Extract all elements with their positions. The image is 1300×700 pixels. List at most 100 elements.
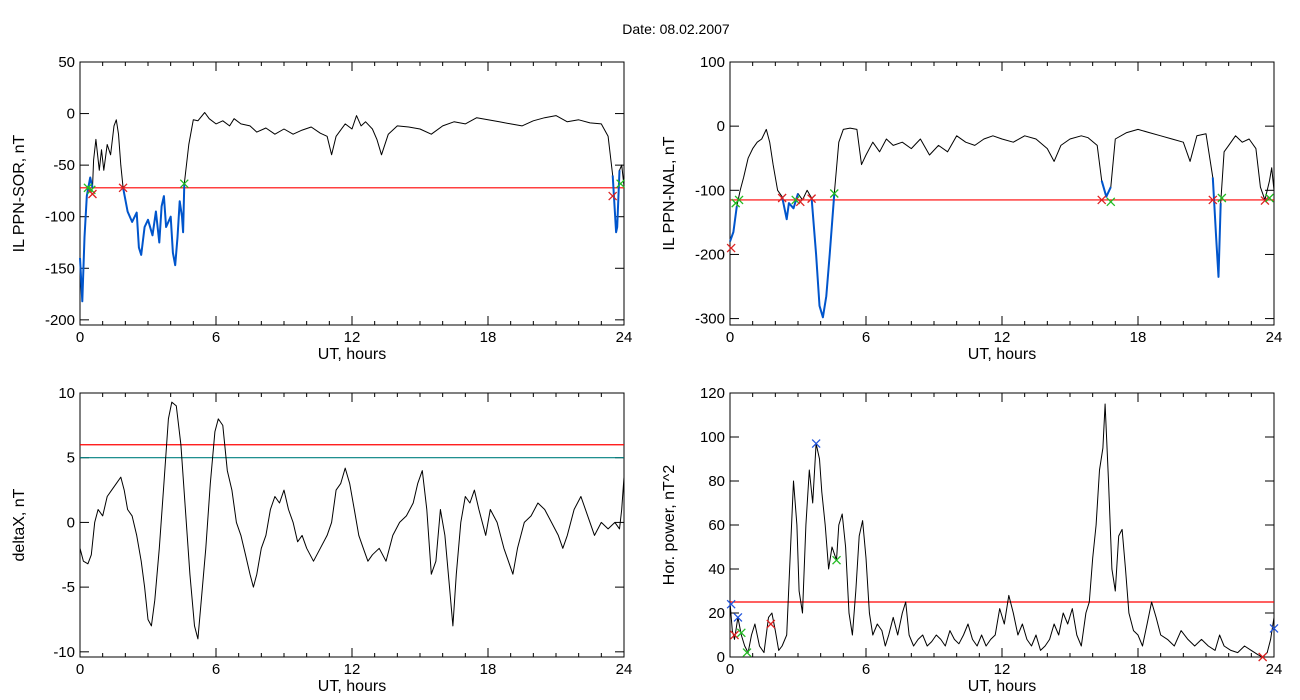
- deltax-x-axis-label: UT, hours: [318, 678, 386, 695]
- nal-x-tick-label: 6: [862, 329, 870, 346]
- nal-marker: [1106, 197, 1116, 207]
- nal-marker: [777, 193, 787, 203]
- nal-y-tick-label: -300: [695, 311, 725, 328]
- deltax-y-axis-label: deltaX, nT: [11, 488, 28, 561]
- panel-nal: 0 6 12 18 24 100 0 -100 -200 -300 UT, hours IL PP…: [661, 54, 1282, 363]
- power-marker: [811, 439, 821, 449]
- nal-marker: [1265, 193, 1274, 203]
- nal-marker-stroke: [1265, 193, 1274, 203]
- deltax-x-tick-label: 0: [76, 661, 84, 678]
- nal-marker: [734, 195, 744, 205]
- nal-y-tick-label: -100: [695, 182, 725, 199]
- nal-marker-stroke: [726, 243, 736, 253]
- sor-y-tick-label: -150: [45, 260, 75, 277]
- nal-marker: [1208, 195, 1218, 205]
- power-marker: [736, 628, 746, 638]
- sor-y-tick-label: -200: [45, 312, 75, 329]
- power-y-tick-label: 120: [700, 385, 725, 402]
- power-y-tick-label: 100: [700, 429, 725, 446]
- nal-marker-stroke: [734, 195, 744, 205]
- power-marker: [742, 648, 752, 658]
- nal-marker-stroke: [1208, 195, 1218, 205]
- nal-y-tick-label: -200: [695, 246, 725, 263]
- deltax-x-tick-label: 18: [480, 661, 497, 678]
- nal-marker-stroke: [829, 189, 839, 198]
- power-x-tick-label: 0: [726, 661, 734, 678]
- sor-marker-stroke: [608, 191, 618, 201]
- nal-highlight-segment: [729, 206, 738, 242]
- nal-marker-stroke: [1217, 193, 1227, 203]
- nal-marker-stroke: [1260, 196, 1270, 206]
- sor-marker: [616, 179, 626, 189]
- sor-highlight-segment: [611, 170, 621, 234]
- deltax-y-tick-label: -10: [53, 644, 75, 661]
- nal-x-tick-label: 0: [726, 329, 734, 346]
- deltax-x-tick-label: 12: [344, 661, 361, 678]
- panel-sor: 0 6 12 18 24 50 0 -50 -100 -150 -200 UT, hours IL …: [11, 54, 632, 363]
- nal-marker: [1260, 196, 1270, 206]
- sor-marker-stroke: [616, 179, 626, 189]
- nal-y-tick-label: 0: [717, 118, 725, 135]
- power-y-tick-label: 80: [708, 473, 725, 490]
- power-x-tick-label: 18: [1130, 661, 1147, 678]
- sor-y-tick-label: -50: [53, 157, 75, 174]
- power-x-tick-label: 12: [994, 661, 1011, 678]
- power-x-axis-label: UT, hours: [968, 678, 1036, 695]
- nal-marker-stroke: [791, 195, 801, 205]
- panel-deltax: 0 6 12 18 24 10 5 0 -5 -10 UT, hours deltaX, nT: [11, 385, 632, 695]
- power-marker: [730, 630, 739, 640]
- nal-x-tick-label: 24: [1266, 329, 1283, 346]
- sor-x-axis-label: UT, hours: [318, 346, 386, 363]
- nal-series-line: [729, 127, 1275, 318]
- deltax-y-tick-label: 0: [67, 514, 75, 531]
- figure-title: Date: 08.02.2007: [622, 21, 730, 37]
- sor-highlight-segment: [79, 176, 94, 303]
- nal-marker-stroke: [807, 194, 817, 204]
- power-marker-stroke: [1269, 623, 1279, 633]
- power-plot-area: 0 6 12 18 24 120 100 80 60 40 20 0: [700, 385, 1282, 678]
- nal-highlight-segment: [1100, 180, 1112, 198]
- sor-marker: [118, 183, 128, 193]
- sor-x-tick-label: 12: [344, 329, 361, 346]
- power-marker: [733, 612, 743, 622]
- nal-highlight-segment: [781, 193, 799, 221]
- power-marker-stroke: [742, 648, 752, 658]
- sor-x-tick-label: 18: [480, 329, 497, 346]
- sor-marker: [88, 189, 97, 199]
- deltax-y-tick-label: -5: [62, 579, 75, 596]
- power-x-tick-label: 24: [1266, 661, 1283, 678]
- nal-marker: [1217, 193, 1227, 203]
- deltax-x-tick-label: 6: [212, 661, 220, 678]
- nal-x-tick-label: 18: [1130, 329, 1147, 346]
- deltax-series-line: [79, 401, 625, 640]
- nal-marker-stroke: [777, 193, 787, 203]
- sor-x-tick-label: 0: [76, 329, 84, 346]
- sor-marker: [608, 191, 618, 201]
- power-marker-stroke: [733, 612, 743, 622]
- sor-frame: [79, 61, 625, 326]
- power-marker-stroke: [730, 630, 739, 640]
- sor-highlight-segment: [122, 183, 186, 267]
- sor-marker-stroke: [179, 179, 189, 189]
- nal-highlight-segment: [810, 193, 836, 319]
- sor-marker-stroke: [88, 189, 97, 199]
- power-marker-stroke: [766, 619, 776, 629]
- nal-marker: [791, 195, 801, 205]
- power-marker: [832, 555, 841, 565]
- power-series-line: [729, 403, 1275, 658]
- nal-marker: [829, 189, 839, 198]
- deltax-frame: [79, 392, 625, 658]
- power-marker: [726, 599, 736, 609]
- sor-y-axis-label: IL PPN-SOR, nT: [11, 134, 28, 252]
- deltax-plot-area: 0 6 12 18 24 10 5 0 -5 -10: [53, 385, 632, 678]
- nal-highlight-segment: [1211, 177, 1222, 278]
- power-x-tick-label: 6: [862, 661, 870, 678]
- sor-y-tick-label: 0: [67, 106, 75, 123]
- nal-frame: [729, 61, 1275, 326]
- sor-x-tick-label: 6: [212, 329, 220, 346]
- power-marker-stroke: [1258, 652, 1268, 662]
- deltax-y-tick-label: 5: [67, 450, 75, 467]
- power-marker: [766, 619, 776, 629]
- power-y-tick-label: 60: [708, 517, 725, 534]
